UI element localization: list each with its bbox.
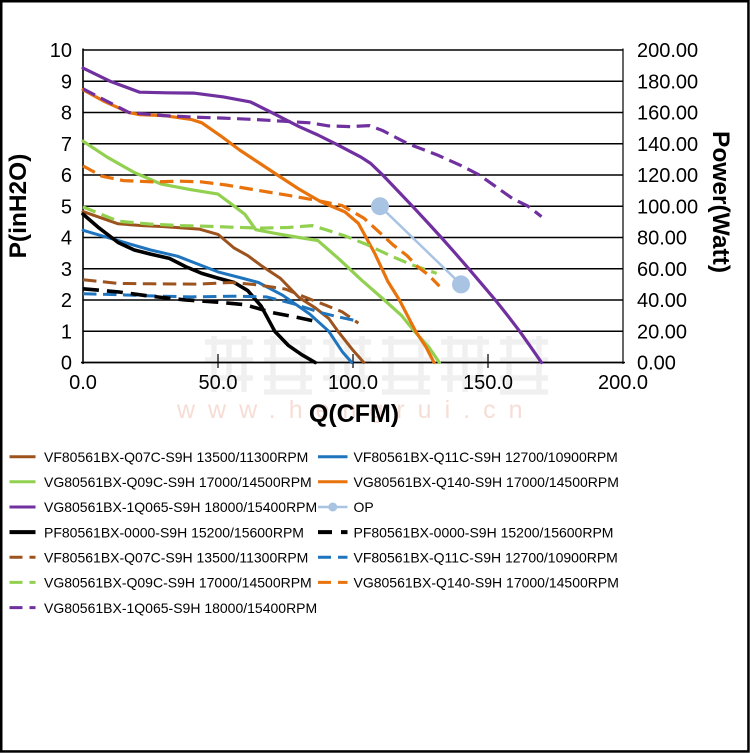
- svg-text:Power(Watt): Power(Watt): [707, 131, 734, 273]
- svg-text:VG80561BX-Q09C-S9H 17000/14500: VG80561BX-Q09C-S9H 17000/14500RPM: [44, 575, 312, 591]
- svg-text:5: 5: [61, 196, 72, 218]
- svg-text:VG80561BX-Q140-S9H 17000/14500: VG80561BX-Q140-S9H 17000/14500RPM: [354, 575, 619, 591]
- svg-text:4: 4: [61, 228, 72, 250]
- svg-text:VG80561BX-Q09C-S9H 17000/14500: VG80561BX-Q09C-S9H 17000/14500RPM: [44, 474, 312, 490]
- svg-text:180.00: 180.00: [637, 71, 698, 93]
- svg-text:200.0: 200.0: [598, 372, 648, 394]
- svg-text:PF80561BX-0000-S9H 15200/15600: PF80561BX-0000-S9H 15200/15600RPM: [354, 524, 614, 540]
- svg-text:VF80561BX-Q07C-S9H 13500/11300: VF80561BX-Q07C-S9H 13500/11300RPM: [44, 550, 308, 566]
- svg-text:50.0: 50.0: [199, 372, 238, 394]
- svg-text:7: 7: [61, 134, 72, 156]
- svg-text:8: 8: [61, 103, 72, 125]
- svg-text:2: 2: [61, 290, 72, 312]
- svg-text:PF80561BX-0000-S9H 15200/15600: PF80561BX-0000-S9H 15200/15600RPM: [44, 524, 304, 540]
- svg-text:20.00: 20.00: [637, 321, 687, 343]
- svg-text:150.0: 150.0: [463, 372, 513, 394]
- svg-text:P(inH2O): P(inH2O): [5, 154, 32, 259]
- svg-text:200.00: 200.00: [637, 40, 698, 62]
- svg-text:Q(CFM): Q(CFM): [309, 400, 399, 428]
- svg-text:10: 10: [50, 40, 72, 62]
- svg-text:120.00: 120.00: [637, 165, 698, 187]
- svg-text:100.00: 100.00: [637, 196, 698, 218]
- svg-text:VG80561BX-Q140-S9H 17000/14500: VG80561BX-Q140-S9H 17000/14500RPM: [354, 474, 619, 490]
- svg-text:80.00: 80.00: [637, 228, 687, 250]
- svg-text:40.00: 40.00: [637, 290, 687, 312]
- svg-text:VF80561BX-Q07C-S9H 13500/11300: VF80561BX-Q07C-S9H 13500/11300RPM: [44, 449, 308, 465]
- svg-text:VG80561BX-1Q065-S9H 18000/1540: VG80561BX-1Q065-S9H 18000/15400RPM: [44, 499, 317, 515]
- svg-text:6: 6: [61, 165, 72, 187]
- svg-text:OP: OP: [354, 499, 374, 515]
- svg-text:140.00: 140.00: [637, 134, 698, 156]
- svg-text:0.0: 0.0: [69, 372, 97, 394]
- svg-text:160.00: 160.00: [637, 103, 698, 125]
- svg-text:60.00: 60.00: [637, 259, 687, 281]
- svg-text:VF80561BX-Q11C-S9H 12700/10900: VF80561BX-Q11C-S9H 12700/10900RPM: [354, 550, 618, 566]
- svg-text:VF80561BX-Q11C-S9H 12700/10900: VF80561BX-Q11C-S9H 12700/10900RPM: [354, 449, 618, 465]
- svg-text:www.hengrui.cn: www.hengrui.cn: [176, 396, 535, 424]
- svg-text:100.0: 100.0: [328, 372, 378, 394]
- svg-text:0.00: 0.00: [637, 353, 676, 375]
- svg-text:1: 1: [61, 321, 72, 343]
- svg-text:3: 3: [61, 259, 72, 281]
- svg-text:VG80561BX-1Q065-S9H 18000/1540: VG80561BX-1Q065-S9H 18000/15400RPM: [44, 600, 317, 616]
- svg-text:0: 0: [61, 353, 72, 375]
- svg-text:9: 9: [61, 71, 72, 93]
